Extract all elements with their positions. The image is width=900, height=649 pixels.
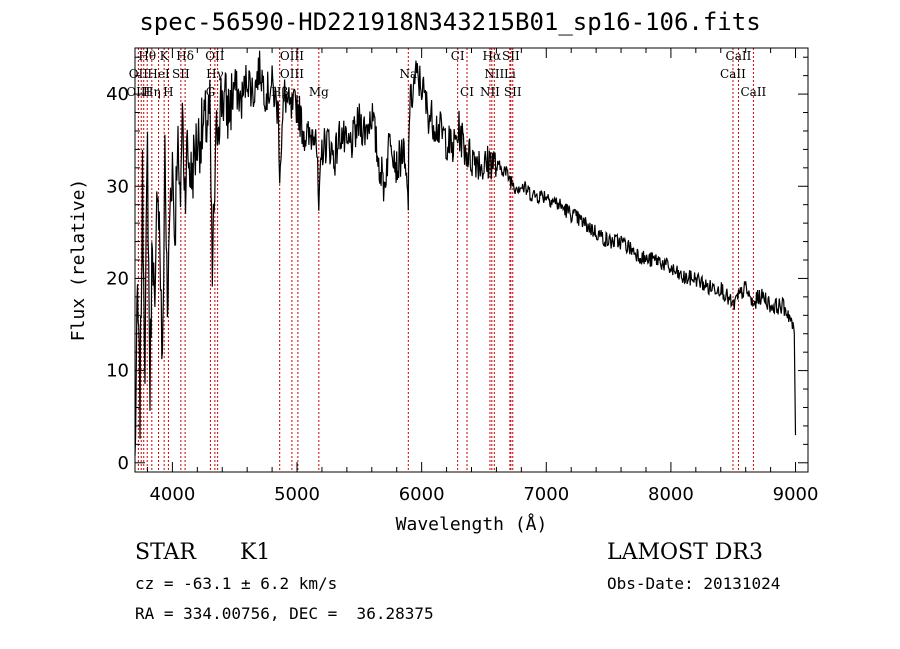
x-tick-label: 6000 [399,484,445,505]
line-label: CI [451,49,465,63]
survey-label: LAMOST DR3 [607,540,763,565]
line-label: CaII [726,49,752,63]
line-label: OIII [280,67,304,81]
x-tick-label: 9000 [773,484,819,505]
y-axis-label: Flux (relative) [68,179,89,342]
line-label: SII [502,49,520,63]
line-label: OII [129,67,149,81]
y-tick-label: 30 [106,176,129,197]
line-label: Hα [483,49,502,63]
redshift-cz: cz = -63.1 ± 6.2 km/s [135,574,338,593]
line-label: Hθ [138,49,156,63]
line-label: Li [504,67,516,81]
line-label: CaII [720,67,746,81]
object-class: STAR [135,540,196,565]
line-label: CaII [740,85,766,99]
spectrum-line [134,50,797,456]
line-label: Hγ [206,67,224,81]
line-label: SII [172,67,190,81]
line-label: OIII [280,49,304,63]
line-label: NII [480,85,500,99]
x-tick-label: 5000 [274,484,320,505]
y-tick-label: 0 [118,453,129,474]
line-label: Hδ [176,49,194,63]
line-label: H [163,85,173,99]
line-label: K [160,49,170,63]
x-tick-label: 7000 [523,484,569,505]
y-tick-label: 40 [106,84,129,105]
x-tick-label: 8000 [648,484,694,505]
line-label: OIII [126,85,150,99]
y-tick-label: 20 [106,268,129,289]
line-label: Mg [309,85,329,99]
line-label: Hη [143,85,161,99]
y-tick-label: 10 [106,361,129,382]
x-axis-label: Wavelength (Å) [396,513,548,535]
line-label: OII [205,49,225,63]
line-label: NII [484,67,504,81]
object-subclass: K1 [240,540,271,565]
plot-frame [134,47,809,473]
line-label: CI [460,85,474,99]
line-label: SII [504,85,522,99]
line-label: Na [399,67,417,81]
line-label: HeI [147,67,170,81]
obs-date: Obs-Date: 20131024 [607,574,781,593]
coordinates: RA = 334.00756, DEC = 36.28375 [135,604,434,623]
chart-title: spec-56590-HD221918N343215B01_sp16-106.f… [139,8,761,36]
x-tick-label: 4000 [149,484,195,505]
